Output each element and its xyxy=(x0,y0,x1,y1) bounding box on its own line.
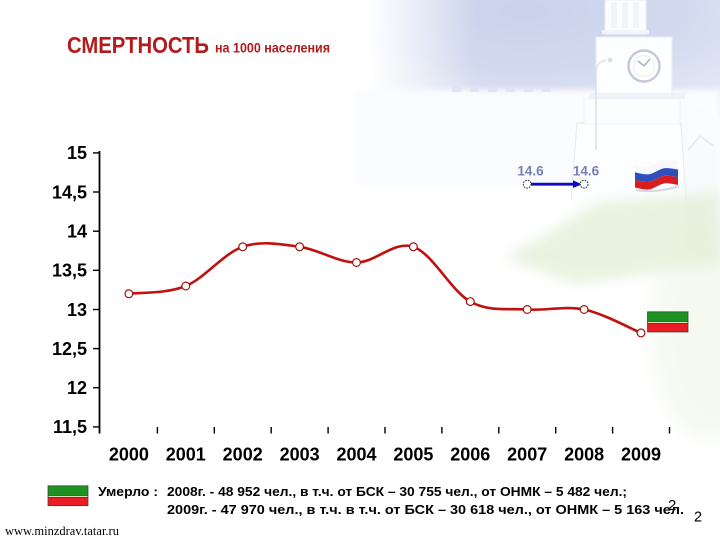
svg-text:2004: 2004 xyxy=(336,445,376,465)
svg-text:2009: 2009 xyxy=(621,445,661,465)
svg-text:14.6: 14.6 xyxy=(573,164,600,179)
svg-text:2002: 2002 xyxy=(223,445,263,465)
svg-text:14.6: 14.6 xyxy=(517,164,544,179)
svg-text:2: 2 xyxy=(694,510,702,526)
svg-text:2007: 2007 xyxy=(507,445,547,465)
svg-text:на 1000 населения: на 1000 населения xyxy=(215,40,330,56)
svg-text:2005: 2005 xyxy=(393,445,433,465)
svg-text:11,5: 11,5 xyxy=(53,417,87,437)
svg-text:12,5: 12,5 xyxy=(52,339,87,359)
svg-text:13: 13 xyxy=(67,300,87,320)
svg-text:Умерло :: Умерло : xyxy=(98,485,158,499)
svg-text:2006: 2006 xyxy=(450,445,490,465)
svg-text:2009г. - 47 970 чел., в т.ч.: 2009г. - 47 970 чел., в т.ч. в т.ч. от Б… xyxy=(167,503,684,517)
svg-text:2003: 2003 xyxy=(280,445,320,465)
svg-text:2008: 2008 xyxy=(564,445,604,465)
svg-text:СМЕРТНОСТЬ: СМЕРТНОСТЬ xyxy=(67,32,209,58)
svg-text:14: 14 xyxy=(67,222,87,242)
svg-text:12: 12 xyxy=(67,378,87,398)
svg-text:14,5: 14,5 xyxy=(52,182,87,202)
svg-text:www.minzdrav.tatar.ru: www.minzdrav.tatar.ru xyxy=(5,524,120,538)
svg-text:2: 2 xyxy=(668,497,676,514)
svg-text:13,5: 13,5 xyxy=(52,261,87,281)
svg-text:2000: 2000 xyxy=(109,445,149,465)
svg-text:2008г. - 48 952 чел., в т.ч.: 2008г. - 48 952 чел., в т.ч. от БСК – 30… xyxy=(167,485,627,499)
svg-text:15: 15 xyxy=(67,143,87,163)
svg-text:2001: 2001 xyxy=(166,445,206,465)
